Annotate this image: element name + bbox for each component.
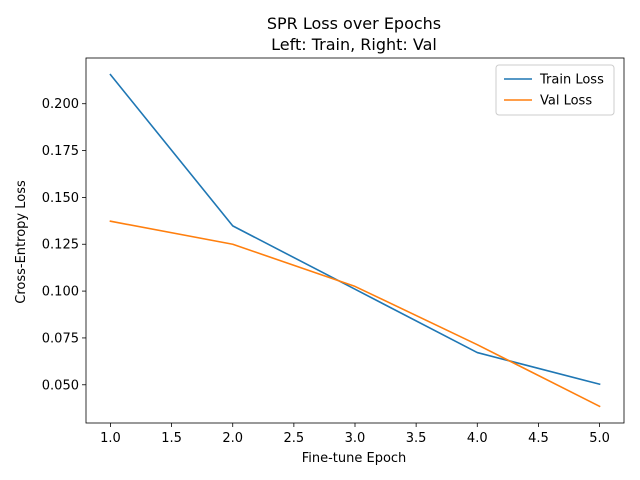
y-axis-label: Cross-Entropy Loss: [14, 180, 29, 304]
x-tick-label: 2.5: [284, 431, 305, 446]
legend-box: [495, 64, 615, 116]
x-tick-label: 4.0: [467, 431, 488, 446]
legend: Train Loss Val Loss: [495, 64, 615, 116]
x-tick-label: 3.0: [345, 431, 366, 446]
x-tick-label: 1.0: [100, 431, 121, 446]
chart-subtitle: Left: Train, Right: Val: [271, 35, 437, 54]
y-tick-label: 0.150: [42, 191, 79, 206]
x-tick-label: 1.5: [161, 431, 182, 446]
legend-label-1: Train Loss: [539, 73, 604, 88]
y-tick-label: 0.125: [42, 238, 79, 253]
x-tick-label: 5.0: [589, 431, 610, 446]
series-line-2: [109, 220, 601, 408]
y-tick-label: 0.075: [42, 331, 79, 346]
x-tick-label: 4.5: [528, 431, 549, 446]
legend-label-2: Val Loss: [540, 94, 592, 109]
series-line-1: [109, 73, 601, 386]
chart-title: SPR Loss over Epochs: [267, 14, 441, 33]
x-tick-label: 2.0: [222, 431, 243, 446]
y-tick-label: 0.050: [42, 378, 79, 393]
x-axis-label: Fine-tune Epoch: [302, 451, 407, 466]
y-tick-label: 0.200: [42, 97, 79, 112]
y-tick-label: 0.175: [42, 144, 79, 159]
plot-area: 1.0 1.5 2.0 2.5 3.0 3.5 4.0 4.5 5.0 0.050 0.075 0.1…: [42, 57, 625, 446]
y-tick-label: 0.100: [42, 285, 79, 300]
x-tick-label: 3.5: [406, 431, 427, 446]
